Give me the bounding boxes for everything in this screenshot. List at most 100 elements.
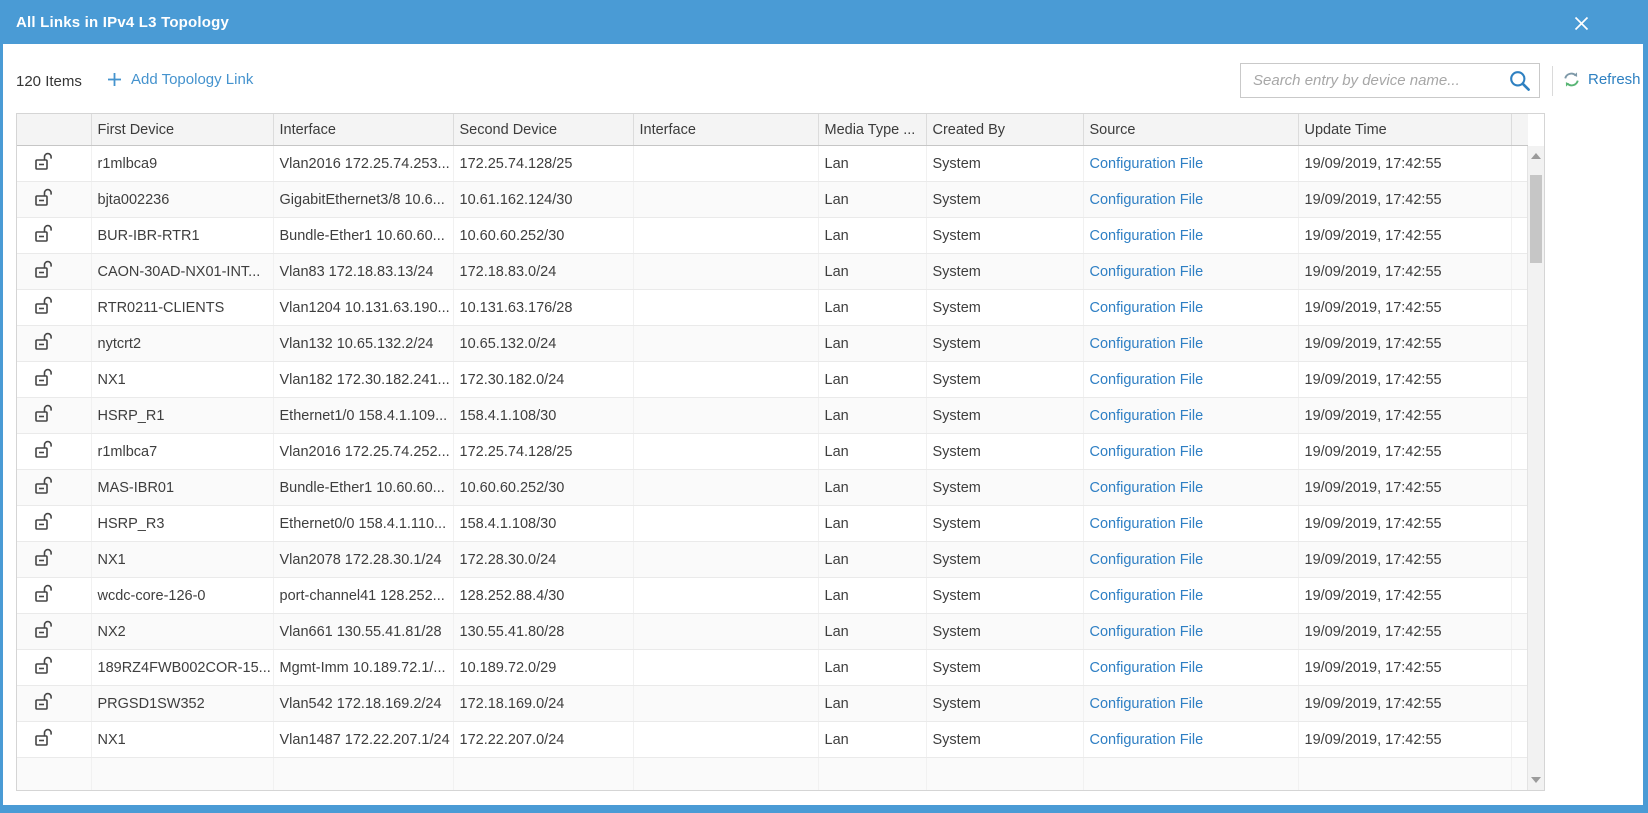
unlock-icon[interactable] [35,440,53,459]
source-link[interactable]: Configuration File [1089,263,1204,280]
unlock-icon[interactable] [35,368,53,387]
cell-created-by: System [926,541,1084,578]
table-row[interactable]: RTR0211-CLIENTS Vlan1204 10.131.63.190..… [17,289,1528,326]
source-link[interactable]: Configuration File [1089,731,1204,748]
cell-created-by: System [926,649,1084,686]
table-row[interactable]: CAON-30AD-NX01-INT... Vlan83 172.18.83.1… [17,253,1528,290]
column-header[interactable]: Media Type ... [818,114,927,146]
cell-first-interface: GigabitEthernet3/8 10.6... [273,181,454,218]
add-topology-link-button[interactable]: Add Topology Link [107,71,253,88]
source-link[interactable]: Configuration File [1089,695,1204,712]
cell-first-interface: Vlan1487 172.22.207.1/24 [273,721,454,758]
column-header[interactable] [17,114,92,146]
cell-update-time: 19/09/2019, 17:42:55 [1298,397,1512,434]
table-row[interactable]: 189RZ4FWB002COR-15... Mgmt-Imm 10.189.72… [17,649,1528,686]
source-link[interactable]: Configuration File [1089,515,1204,532]
cell-update-time: 19/09/2019, 17:42:55 [1298,649,1512,686]
unlock-icon[interactable] [35,296,53,315]
source-link[interactable]: Configuration File [1089,407,1204,424]
table-row[interactable]: r1mlbca9 Vlan2016 172.25.74.253... 172.2… [17,145,1528,182]
cell-second-device: 172.25.74.128/25 [453,433,634,470]
unlock-icon[interactable] [35,584,53,603]
unlock-icon[interactable] [35,224,53,243]
source-link[interactable]: Configuration File [1089,299,1204,316]
cell-second-device: 130.55.41.80/28 [453,613,634,650]
table-row[interactable] [17,757,1528,790]
cell-created-by: System [926,721,1084,758]
search-input[interactable] [1241,72,1499,89]
table-row[interactable]: NX2 Vlan661 130.55.41.81/28 130.55.41.80… [17,613,1528,650]
cell-second-device: 172.30.182.0/24 [453,361,634,398]
unlock-icon[interactable] [35,512,53,531]
table-row[interactable]: bjta002236 GigabitEthernet3/8 10.6... 10… [17,181,1528,218]
cell-second-device: 172.25.74.128/25 [453,145,634,182]
table-row[interactable]: r1mlbca7 Vlan2016 172.25.74.252... 172.2… [17,433,1528,470]
column-header[interactable]: Created By [926,114,1084,146]
cell-first-interface: Vlan83 172.18.83.13/24 [273,253,454,290]
cell-second-interface [633,361,819,398]
cell-media-type: Lan [818,469,927,506]
table-row[interactable]: NX1 Vlan2078 172.28.30.1/24 172.28.30.0/… [17,541,1528,578]
column-header[interactable]: First Device [91,114,274,146]
cell-first-interface: Bundle-Ether1 10.60.60... [273,217,454,254]
plus-icon [108,73,121,86]
cell-first-device: nytcrt2 [91,325,274,362]
cell-first-device: NX2 [91,613,274,650]
table-row[interactable]: BUR-IBR-RTR1 Bundle-Ether1 10.60.60... 1… [17,217,1528,254]
column-header[interactable] [1511,114,1528,146]
source-link[interactable]: Configuration File [1089,443,1204,460]
source-link[interactable]: Configuration File [1089,623,1204,640]
scroll-up-icon[interactable] [1531,153,1541,159]
column-header[interactable]: Interface [273,114,454,146]
source-link[interactable]: Configuration File [1089,551,1204,568]
cell-media-type: Lan [818,577,927,614]
source-link[interactable]: Configuration File [1089,371,1204,388]
cell-update-time [1298,757,1512,790]
unlock-icon[interactable] [35,188,53,207]
scroll-down-icon[interactable] [1531,777,1541,783]
unlock-icon[interactable] [35,332,53,351]
table-row[interactable]: HSRP_R3 Ethernet0/0 158.4.1.110... 158.4… [17,505,1528,542]
cell-created-by: System [926,685,1084,722]
table-row[interactable]: NX1 Vlan1487 172.22.207.1/24 172.22.207.… [17,721,1528,758]
column-header[interactable]: Source [1083,114,1299,146]
unlock-icon[interactable] [35,548,53,567]
cell-second-device: 172.22.207.0/24 [453,721,634,758]
table-row[interactable]: nytcrt2 Vlan132 10.65.132.2/24 10.65.132… [17,325,1528,362]
cell-first-device: NX1 [91,361,274,398]
close-button[interactable] [1570,12,1592,34]
unlock-icon[interactable] [35,692,53,711]
table-row[interactable]: NX1 Vlan182 172.30.182.241... 172.30.182… [17,361,1528,398]
table-row[interactable]: HSRP_R1 Ethernet1/0 158.4.1.109... 158.4… [17,397,1528,434]
source-link[interactable]: Configuration File [1089,587,1204,604]
unlock-icon[interactable] [35,404,53,423]
cell-media-type: Lan [818,613,927,650]
source-link[interactable]: Configuration File [1089,191,1204,208]
table-row[interactable]: PRGSD1SW352 Vlan542 172.18.169.2/24 172.… [17,685,1528,722]
unlock-icon[interactable] [35,476,53,495]
unlock-icon[interactable] [35,656,53,675]
cell-first-interface: Vlan661 130.55.41.81/28 [273,613,454,650]
unlock-icon[interactable] [35,152,53,171]
column-header[interactable]: Second Device [453,114,634,146]
refresh-button[interactable]: Refresh [1562,70,1641,89]
vertical-scrollbar[interactable] [1527,146,1544,790]
source-link[interactable]: Configuration File [1089,155,1204,172]
cell-created-by: System [926,181,1084,218]
cell-first-interface: Ethernet1/0 158.4.1.109... [273,397,454,434]
table-row[interactable]: wcdc-core-126-0 port-channel41 128.252..… [17,577,1528,614]
unlock-icon[interactable] [35,260,53,279]
scrollbar-thumb[interactable] [1530,175,1542,263]
column-header[interactable]: Interface [633,114,819,146]
table-row[interactable]: MAS-IBR01 Bundle-Ether1 10.60.60... 10.6… [17,469,1528,506]
cell-first-interface: port-channel41 128.252... [273,577,454,614]
search-button[interactable] [1499,64,1539,97]
source-link[interactable]: Configuration File [1089,659,1204,676]
source-link[interactable]: Configuration File [1089,335,1204,352]
column-header[interactable]: Update Time [1298,114,1512,146]
unlock-icon[interactable] [35,620,53,639]
source-link[interactable]: Configuration File [1089,479,1204,496]
source-link[interactable]: Configuration File [1089,227,1204,244]
unlock-icon[interactable] [35,728,53,747]
cell-second-interface [633,217,819,254]
